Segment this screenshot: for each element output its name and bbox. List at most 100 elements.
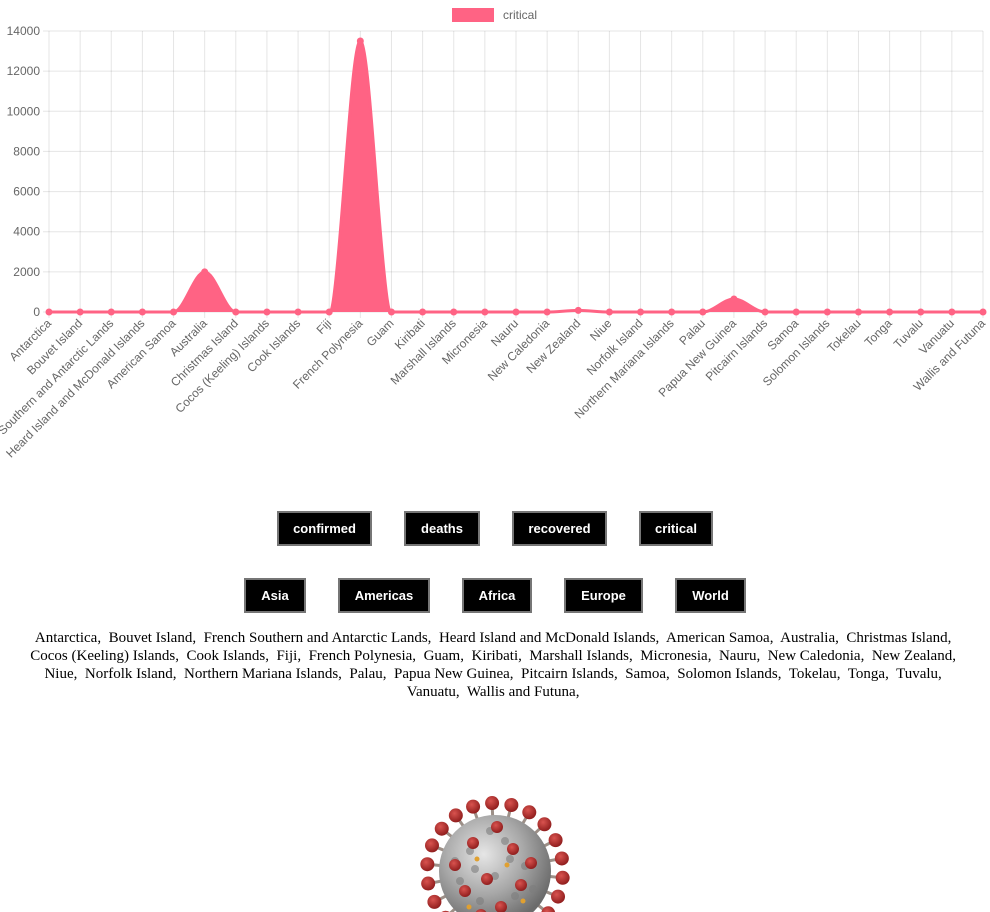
- country-item: Wallis and Futuna,: [466, 684, 580, 700]
- asia-button[interactable]: Asia: [244, 578, 306, 613]
- virus-spike-head: [421, 876, 436, 891]
- virus-spike-front: [481, 873, 493, 885]
- country-item: French Polynesia,: [308, 648, 417, 664]
- data-point: [637, 308, 645, 316]
- recovered-button[interactable]: recovered: [512, 511, 607, 546]
- data-point: [761, 308, 769, 316]
- data-point: [792, 308, 800, 316]
- data-point: [605, 308, 613, 316]
- virus-spike-head: [504, 797, 519, 812]
- virus-spike-head: [554, 851, 569, 866]
- data-point: [45, 308, 53, 316]
- data-point: [356, 37, 364, 45]
- virus-protein: [474, 856, 480, 862]
- country-item: Niue,: [44, 666, 78, 682]
- region-button-row: Asia Americas Africa Europe World: [0, 578, 990, 613]
- virus-spike-front: [525, 857, 537, 869]
- data-point: [419, 308, 427, 316]
- y-tick-label: 8000: [13, 144, 40, 158]
- data-point: [948, 308, 956, 316]
- data-point: [699, 308, 707, 316]
- y-tick-label: 10000: [7, 104, 41, 118]
- country-list: Antarctica, Bouvet Island, French Southe…: [20, 629, 970, 701]
- country-item: Micronesia,: [640, 648, 712, 664]
- country-item: Palau,: [349, 666, 387, 682]
- country-item: Australia,: [780, 630, 839, 646]
- virus-spike-head: [448, 808, 463, 823]
- y-tick-label: 6000: [13, 185, 40, 199]
- virus-spike-head: [551, 889, 566, 904]
- virus-spike-front: [507, 843, 519, 855]
- country-item: Nauru,: [718, 648, 761, 664]
- americas-button[interactable]: Americas: [338, 578, 430, 613]
- virus-texture: [506, 855, 514, 863]
- europe-button[interactable]: Europe: [564, 578, 643, 613]
- africa-button[interactable]: Africa: [462, 578, 532, 613]
- country-item: Tonga,: [847, 666, 889, 682]
- confirmed-button[interactable]: confirmed: [277, 511, 372, 546]
- data-point: [917, 308, 925, 316]
- country-item: Marshall Islands,: [529, 648, 633, 664]
- data-point: [512, 308, 520, 316]
- country-item: New Caledonia,: [767, 648, 865, 664]
- virus-spike-head: [434, 821, 449, 836]
- x-tick-label: Niue: [587, 316, 615, 344]
- virus-spike-head: [427, 894, 442, 909]
- y-tick-label: 12000: [7, 64, 41, 78]
- country-item: Antarctica,: [34, 630, 102, 646]
- virus-texture: [466, 847, 474, 855]
- virus-spike-front: [515, 879, 527, 891]
- country-item: Samoa,: [625, 666, 670, 682]
- virus-spike-head: [420, 857, 435, 872]
- y-tick-label: 4000: [13, 225, 40, 239]
- virus-texture: [491, 872, 499, 880]
- virus-spike-head: [466, 799, 481, 814]
- virus-spike-head: [485, 796, 500, 811]
- virus-protein: [520, 898, 526, 904]
- data-point: [886, 308, 894, 316]
- deaths-button[interactable]: deaths: [404, 511, 480, 546]
- virus-texture: [501, 837, 509, 845]
- data-point: [263, 308, 271, 316]
- data-point: [138, 308, 146, 316]
- data-point: [979, 308, 987, 316]
- metric-button-row: confirmed deaths recovered critical: [0, 511, 990, 546]
- legend-label: critical: [503, 8, 537, 22]
- virus-protein: [466, 904, 472, 910]
- data-point: [450, 308, 458, 316]
- critical-button[interactable]: critical: [639, 511, 713, 546]
- virus-spike-head: [537, 817, 552, 832]
- virus-texture: [511, 892, 519, 900]
- country-item: Christmas Island,: [846, 630, 952, 646]
- country-item: Pitcairn Islands,: [521, 666, 618, 682]
- country-item: Tuvalu,: [896, 666, 942, 682]
- y-tick-label: 14000: [7, 24, 41, 38]
- data-point: [107, 308, 115, 316]
- country-item: Solomon Islands,: [677, 666, 782, 682]
- x-tick-label: Fiji: [314, 316, 335, 337]
- country-item: Heard Island and McDonald Islands,: [438, 630, 660, 646]
- virus-spike-head: [548, 833, 563, 848]
- x-tick-label: Guam: [364, 316, 397, 349]
- data-point: [325, 308, 333, 316]
- line-chart-svg: 02000400060008000100001200014000Antarcti…: [0, 8, 988, 466]
- country-item: Northern Mariana Islands,: [184, 666, 342, 682]
- data-point: [730, 295, 738, 303]
- world-button[interactable]: World: [675, 578, 746, 613]
- country-item: Guam,: [423, 648, 464, 664]
- virus-texture: [471, 865, 479, 873]
- data-point: [823, 308, 831, 316]
- data-point: [481, 308, 489, 316]
- coronavirus-icon: [418, 786, 576, 912]
- data-point: [76, 308, 84, 316]
- data-point: [387, 308, 395, 316]
- virus-spike-front: [491, 821, 503, 833]
- country-item: American Samoa,: [665, 630, 774, 646]
- virus-spike-head: [522, 805, 537, 820]
- country-item: Norfolk Island,: [84, 666, 177, 682]
- x-tick-label: Tonga: [862, 316, 895, 349]
- data-point: [294, 308, 302, 316]
- country-item: Tokelau,: [788, 666, 841, 682]
- chart-grid: [43, 30, 984, 318]
- critical-chart: 0 2000 4000 6000 8000 10000 12000 14000 Antarcti…: [0, 8, 988, 466]
